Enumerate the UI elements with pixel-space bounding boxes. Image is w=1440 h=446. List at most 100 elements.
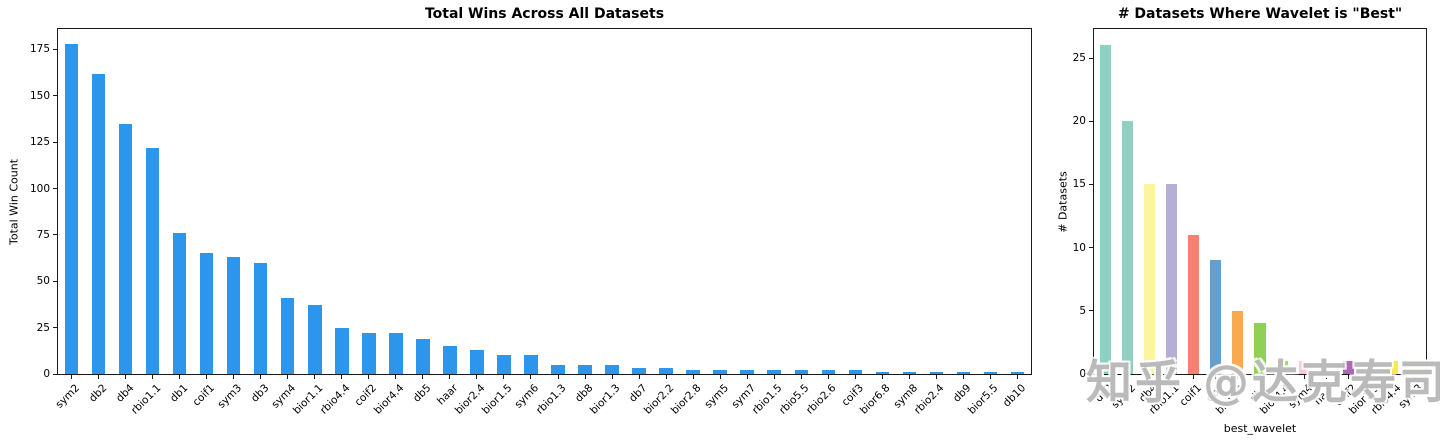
x-tick <box>233 375 235 379</box>
x-tick <box>1392 375 1394 379</box>
x-tick <box>989 375 991 379</box>
y-tick <box>1089 120 1093 122</box>
x-tick-label: sym5 <box>701 382 731 411</box>
y-tick-label: 150 <box>29 89 50 102</box>
x-tick-label: haar <box>1311 382 1337 408</box>
y-tick-label: 0 <box>1079 368 1086 380</box>
y-tick-label: 0 <box>43 368 50 380</box>
y-tick-label: 20 <box>1072 115 1086 128</box>
bar-bior4.4 <box>389 333 403 374</box>
x-tick <box>125 375 127 379</box>
x-tick <box>1325 375 1327 379</box>
bar-bior2.8 <box>686 370 700 374</box>
x-tick-label: sym3 <box>215 382 245 411</box>
x-tick-label: coif1 <box>190 382 218 409</box>
bar-db1 <box>172 233 187 374</box>
bar-coif3 <box>848 370 863 374</box>
bar-bior6.8 <box>875 372 890 374</box>
bar-bior1.1 <box>1232 311 1244 374</box>
x-tick <box>1259 375 1261 379</box>
x-tick <box>1104 375 1106 379</box>
x-tick-label: db5 <box>410 382 434 405</box>
bar-sym8 <box>902 372 917 374</box>
x-tick <box>1303 375 1305 379</box>
x-tick <box>287 375 289 379</box>
bar-rbio2.4 <box>929 372 944 374</box>
bar-db2 <box>91 74 106 374</box>
x-tick <box>719 375 721 379</box>
x-tick-label: db9 <box>951 382 974 405</box>
y-tick <box>53 280 57 282</box>
x-tick <box>854 375 856 379</box>
x-tick <box>665 375 667 379</box>
x-tick <box>395 375 397 379</box>
x-tick <box>1170 375 1172 379</box>
bar-rbio4.4 <box>335 328 349 374</box>
y-tick-label: 10 <box>1072 241 1086 254</box>
x-tick-label: sym2 <box>1108 382 1138 411</box>
x-tick-label: db4 <box>113 382 137 405</box>
x-tick-label: db1 <box>167 382 191 405</box>
y-tick <box>1089 247 1093 249</box>
x-tick <box>692 375 694 379</box>
y-tick-label: 15 <box>1072 178 1086 191</box>
x-tick <box>1237 375 1239 379</box>
y-tick-label: 25 <box>36 321 50 334</box>
y-tick <box>1089 57 1093 59</box>
bar-db4 <box>118 124 133 374</box>
bar-db3 <box>253 263 268 374</box>
x-tick <box>800 375 802 379</box>
x-tick <box>827 375 829 379</box>
x-tick <box>314 375 316 379</box>
y-tick <box>1089 310 1093 312</box>
bar-sym3 <box>1409 361 1421 374</box>
y-tick <box>53 234 57 236</box>
bar-sym7 <box>740 370 754 374</box>
x-tick-label: coif1 <box>1177 382 1205 409</box>
right-chart-title: # Datasets Where Wavelet is "Best" <box>1117 6 1403 22</box>
x-tick-label: sym3 <box>1396 382 1426 411</box>
x-tick <box>962 375 964 379</box>
right-plot-area: 0 5 10 15 20 25 db2 sym2 db4 rbio1.1 coif1 db1 bior1… <box>1073 28 1427 417</box>
bar-db7 <box>632 368 646 374</box>
bar-rbio5.5 <box>794 370 808 374</box>
bar-bior1.5 <box>497 355 511 374</box>
y-tick <box>53 373 57 375</box>
y-tick <box>53 95 57 97</box>
x-tick <box>476 375 478 379</box>
bar-db9 <box>956 372 971 374</box>
x-tick <box>1370 375 1372 379</box>
x-tick <box>1414 375 1416 379</box>
x-tick <box>368 375 370 379</box>
bar-sym2 <box>64 44 79 374</box>
right-x-axis-label: best_wavelet <box>1223 422 1297 435</box>
x-tick <box>341 375 343 379</box>
bar-db5 <box>416 339 430 374</box>
x-tick <box>935 375 937 379</box>
x-tick <box>611 375 613 379</box>
x-tick-label: bior4.4 <box>371 382 407 417</box>
y-tick <box>1089 183 1093 185</box>
bar-sym5 <box>713 370 727 374</box>
y-tick-label: 75 <box>36 228 50 241</box>
x-tick <box>557 375 559 379</box>
y-tick-label: 50 <box>36 275 50 288</box>
y-tick <box>53 141 57 143</box>
x-tick <box>1148 375 1150 379</box>
bar-bior1.5 <box>1365 361 1377 374</box>
x-tick <box>881 375 883 379</box>
x-tick <box>422 375 424 379</box>
x-tick <box>179 375 181 379</box>
x-tick <box>908 375 910 379</box>
x-tick <box>638 375 640 379</box>
y-tick <box>53 188 57 190</box>
bar-db2 <box>1099 45 1111 374</box>
x-tick-label: bior5.5 <box>966 382 1001 417</box>
x-tick <box>584 375 586 379</box>
bar-bior5.5 <box>983 372 998 374</box>
left-plot-area: 0 25 50 75 100 125 150 175 sym2 db2 db4 rbio1.1 db1 c… <box>30 28 1032 417</box>
x-tick <box>773 375 775 379</box>
bar-bior1.1 <box>308 305 322 374</box>
x-tick-label: db2 <box>86 382 110 405</box>
